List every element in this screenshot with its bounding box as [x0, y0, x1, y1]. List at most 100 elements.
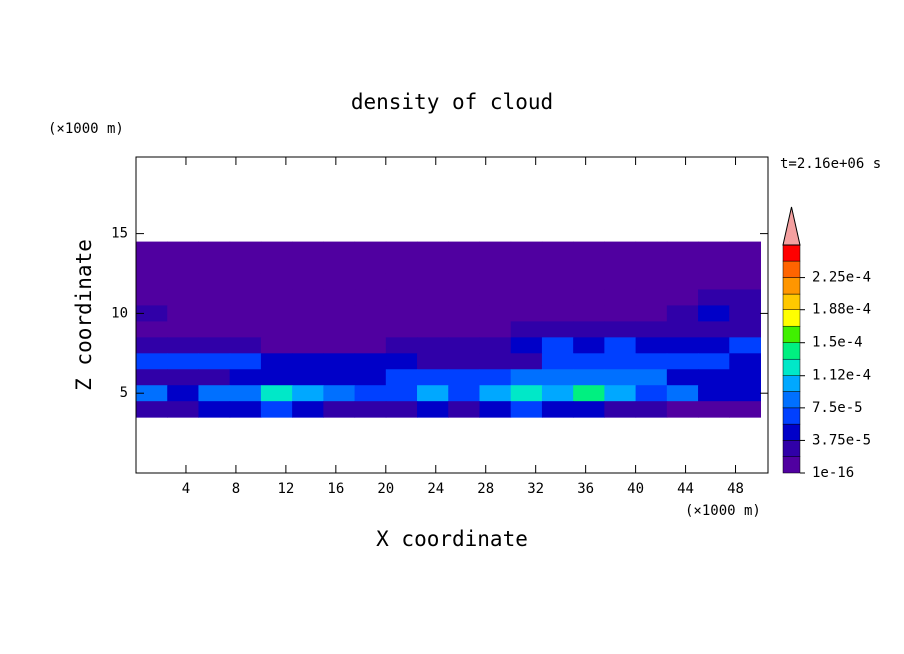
contour-cell	[666, 241, 699, 259]
contour-cell	[260, 273, 293, 290]
contour-cell	[698, 273, 730, 290]
contour-cell	[666, 385, 699, 402]
contour-cell	[604, 257, 637, 275]
contour-cell	[479, 305, 512, 322]
contour-cell	[354, 385, 387, 402]
contour-cell	[167, 321, 199, 338]
x-tick-label: 36	[577, 481, 594, 497]
contour-cell	[385, 353, 418, 370]
contour-cell	[229, 289, 262, 306]
contour-cell	[541, 321, 574, 338]
contour-cell	[666, 369, 699, 386]
contour-cell	[167, 337, 199, 354]
contour-cell	[573, 337, 605, 354]
contour-cell	[260, 289, 293, 306]
contour-cell	[323, 257, 356, 275]
contour-cell	[323, 385, 356, 402]
contour-cell	[354, 273, 387, 290]
contour-cell	[292, 353, 324, 370]
contour-cell	[448, 273, 480, 290]
contour-cell	[385, 273, 418, 290]
y-tick-label: 5	[120, 385, 128, 401]
contour-cell	[541, 401, 574, 418]
contour-cell	[323, 305, 356, 322]
contour-cell	[417, 353, 449, 370]
contour-cell	[260, 257, 293, 275]
contour-cell	[573, 289, 605, 306]
contour-cell	[541, 385, 574, 402]
contour-cell	[354, 353, 387, 370]
contour-cell	[198, 385, 231, 402]
contour-cell	[385, 401, 418, 418]
x-tick-label: 16	[327, 481, 344, 497]
contour-cell	[510, 305, 543, 322]
contour-cell	[136, 289, 168, 306]
contour-cell	[510, 321, 543, 338]
contour-cell	[510, 369, 543, 386]
contour-cell	[417, 401, 449, 418]
contour-cell	[417, 241, 449, 259]
x-tick-label: 12	[277, 481, 294, 497]
colorbar-band	[782, 423, 801, 441]
contour-cell	[729, 289, 762, 306]
y-axis-label: Z coordinate	[72, 239, 96, 391]
contour-cell	[323, 321, 356, 338]
contour-cell	[729, 241, 762, 259]
contour-cell	[292, 401, 324, 418]
contour-cell	[198, 305, 231, 322]
contour-cell	[323, 401, 356, 418]
contour-cell	[229, 321, 262, 338]
contour-cell	[635, 385, 668, 402]
contour-cell	[229, 401, 262, 418]
contour-cell	[136, 321, 168, 338]
contour-cell	[573, 353, 605, 370]
contour-cell	[260, 321, 293, 338]
x-axis-label: X coordinate	[376, 527, 528, 551]
contour-cell	[448, 257, 480, 275]
contour-cell	[260, 305, 293, 322]
x-tick-label: 20	[377, 481, 394, 497]
contour-cell	[198, 337, 231, 354]
contour-cell	[604, 337, 637, 354]
contour-cell	[167, 369, 199, 386]
contour-cell	[229, 337, 262, 354]
colorbar-band	[782, 407, 801, 425]
contour-cell	[479, 273, 512, 290]
contour-cell	[635, 257, 668, 275]
contour-cell	[260, 385, 293, 402]
contour-cell	[573, 385, 605, 402]
x-tick-label: 4	[182, 481, 190, 497]
contour-cell	[198, 289, 231, 306]
contour-cell	[417, 369, 449, 386]
contour-cell	[323, 241, 356, 259]
contour-cell	[604, 353, 637, 370]
contour-cell	[292, 241, 324, 259]
contour-cell	[510, 337, 543, 354]
colorbar-tick-label: 1.5e-4	[812, 335, 863, 351]
contour-cell	[510, 353, 543, 370]
contour-cell	[292, 385, 324, 402]
contour-cell	[666, 257, 699, 275]
contour-cell	[604, 273, 637, 290]
contour-cell	[729, 401, 762, 418]
contour-cell	[385, 289, 418, 306]
x-tick-label: 8	[232, 481, 240, 497]
colorbar-band	[782, 244, 801, 262]
x-tick-label: 44	[677, 481, 694, 497]
colorbar-extension	[782, 206, 801, 246]
contour-cell	[354, 241, 387, 259]
plot-frame	[135, 156, 769, 474]
contour-cell	[479, 337, 512, 354]
contour-cell	[292, 289, 324, 306]
contour-cell	[448, 401, 480, 418]
colorbar-band	[782, 440, 801, 457]
contour-cell	[479, 353, 512, 370]
x-tick-label: 24	[427, 481, 444, 497]
contour-cell	[573, 273, 605, 290]
contour-cell	[635, 353, 668, 370]
contour-cell	[448, 337, 480, 354]
contour-cell	[417, 289, 449, 306]
contour-cell	[136, 337, 168, 354]
colorbar-band	[782, 260, 801, 278]
contour-cell	[448, 369, 480, 386]
